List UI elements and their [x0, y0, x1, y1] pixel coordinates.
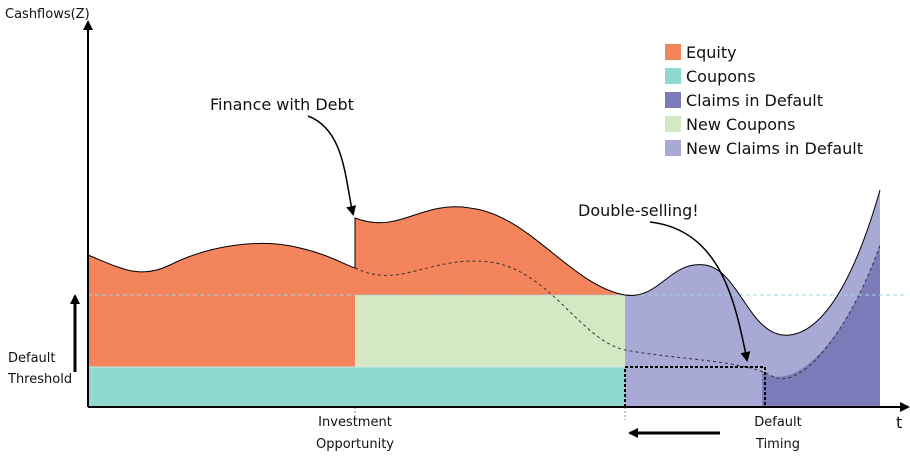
legend-label: Coupons: [686, 67, 756, 86]
old-curve: [354, 244, 881, 380]
legend-label: Claims in Default: [686, 91, 823, 110]
legend: Equity Coupons Claims in Default New Coupon…: [665, 43, 863, 158]
claims-area: [762, 245, 880, 407]
annotation: Investment: [318, 415, 392, 430]
annotation: Opportunity: [316, 437, 394, 452]
x-label: t: [896, 413, 902, 432]
annotation: Double-selling!: [578, 201, 699, 220]
equity-area: [355, 206, 625, 295]
equity-area: [88, 243, 355, 367]
finance-arrow: [307, 115, 357, 216]
legend-swatch: [665, 68, 681, 84]
legend-swatch: [665, 92, 681, 108]
legend-label: New Claims in Default: [686, 139, 863, 158]
new-coupons-area: [355, 295, 625, 367]
cashflow-curve: [87, 189, 881, 336]
y-label: Cashflows(Z): [5, 7, 90, 22]
annotation: Default: [754, 415, 802, 430]
annotation: Finance with Debt: [210, 95, 354, 114]
annotation: Default: [8, 351, 56, 366]
legend-swatch: [665, 116, 681, 132]
legend-label: New Coupons: [686, 115, 796, 134]
legend-label: Equity: [686, 43, 737, 62]
annotation: Timing: [755, 437, 800, 452]
coupons-area: [88, 367, 625, 407]
annotation: Threshold: [7, 372, 72, 387]
new-claims-area: [625, 190, 880, 407]
legend-swatch: [665, 140, 681, 156]
double-arrow: [649, 221, 751, 362]
legend-swatch: [665, 44, 681, 60]
